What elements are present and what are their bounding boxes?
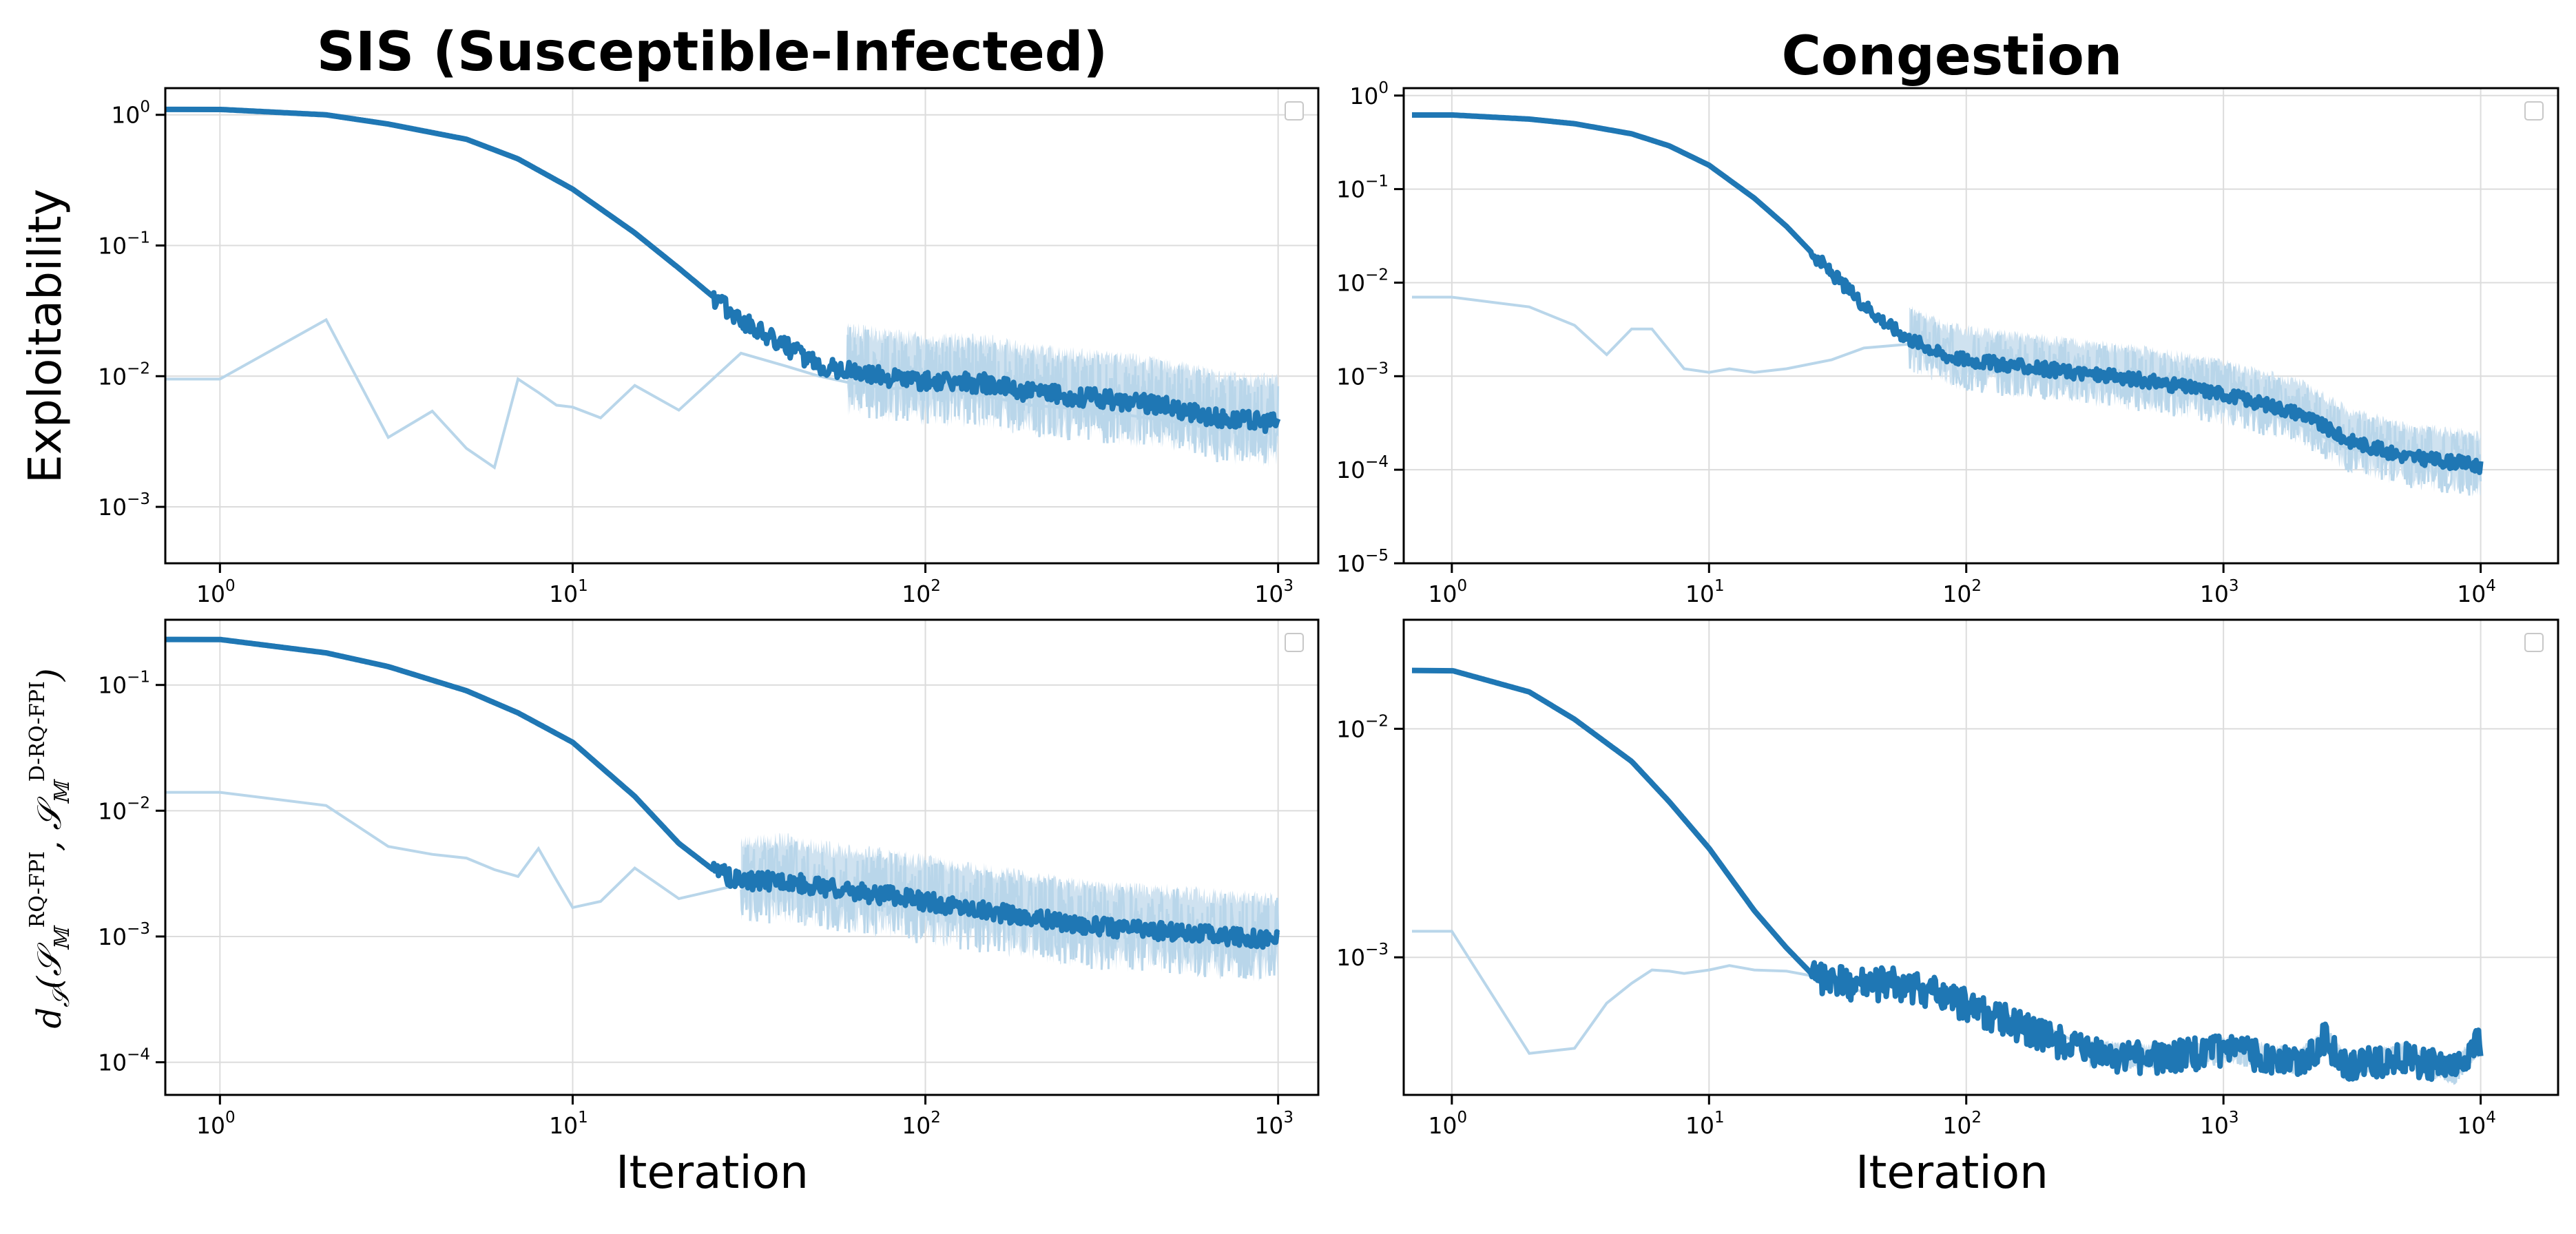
y-tick-label: 10−2 bbox=[98, 794, 150, 824]
x-tick-label: 101 bbox=[549, 577, 588, 607]
y-tick-label: 10−1 bbox=[98, 229, 150, 260]
axes-frame bbox=[1402, 618, 2559, 1096]
x-tick-label: 100 bbox=[1429, 577, 1468, 607]
x-tick-label: 102 bbox=[1942, 1109, 1982, 1139]
xlabel-congestion: Iteration bbox=[1856, 1146, 2048, 1199]
x-tick-label: 103 bbox=[2200, 1109, 2239, 1139]
legend-box bbox=[1285, 633, 1304, 652]
plot-area bbox=[1412, 112, 2484, 497]
y-tick-label: 10−2 bbox=[1336, 266, 1389, 296]
plot-area bbox=[165, 106, 1281, 470]
title-congestion: Congestion bbox=[1782, 25, 2123, 87]
legend-box bbox=[1285, 101, 1304, 121]
x-tick-label: 104 bbox=[2457, 577, 2496, 607]
axes-frame bbox=[1402, 87, 2559, 565]
x-tick-label: 101 bbox=[549, 1109, 588, 1139]
grid bbox=[165, 620, 1318, 1095]
y-tick-label: 10−4 bbox=[1336, 453, 1389, 483]
x-tick-label: 102 bbox=[902, 1109, 941, 1139]
x-tick-label: 103 bbox=[1254, 1109, 1294, 1139]
y-tick-label: 10−5 bbox=[1336, 547, 1389, 577]
plot-area bbox=[165, 636, 1280, 982]
series-smoothed bbox=[165, 106, 1281, 435]
svg-text:d𝒮(𝒮𝕄RQ-FPI, 𝒮𝕄D-RQ-FPI): d𝒮(𝒮𝕄RQ-FPI, 𝒮𝕄D-RQ-FPI) bbox=[25, 668, 75, 1028]
plot-area bbox=[1411, 667, 2484, 1085]
axes-frame bbox=[164, 87, 1320, 565]
y-tick-label: 10−2 bbox=[1336, 712, 1389, 742]
x-tick-label: 102 bbox=[1942, 577, 1982, 607]
series-raw bbox=[1412, 930, 2090, 1055]
y-tick-label: 10−4 bbox=[98, 1046, 150, 1076]
y-tick-label: 10−3 bbox=[1336, 941, 1389, 971]
x-tick-label: 100 bbox=[1429, 1109, 1468, 1139]
grid bbox=[1404, 620, 2558, 1095]
panel-congestion-distance: 100 101 102 103 104 10−3 10−2 bbox=[1336, 618, 2559, 1139]
legend-box bbox=[2524, 633, 2544, 652]
ylabel-distance: d𝒮(𝒮𝕄RQ-FPI, 𝒮𝕄D-RQ-FPI) bbox=[25, 668, 75, 1028]
y-tick-label: 10−3 bbox=[98, 920, 150, 950]
ylabel-distance-sup2: D-RQ-FPI bbox=[25, 681, 50, 782]
xlabel-sis: Iteration bbox=[616, 1146, 809, 1199]
x-tick-label: 103 bbox=[2200, 577, 2239, 607]
series-smoothed bbox=[1412, 112, 2484, 475]
x-tick-label: 101 bbox=[1685, 577, 1725, 607]
series-smoothed bbox=[1411, 667, 2484, 1083]
panel-congestion-exploitability: 100 101 102 103 104 10−5 10−4 10−3 10−2 10−1 100 bbox=[1336, 79, 2559, 607]
ylabel-distance-m2: 𝕄 bbox=[50, 778, 74, 804]
title-sis: SIS (Susceptible-Infected) bbox=[317, 21, 1108, 83]
y-tick-label: 10−2 bbox=[98, 359, 150, 390]
x-tick-label: 103 bbox=[1254, 577, 1294, 607]
legend-box bbox=[2524, 101, 2544, 121]
axes-frame bbox=[164, 618, 1320, 1096]
ylabel-distance-m1: 𝕄 bbox=[50, 925, 74, 951]
y-tick-label: 10−3 bbox=[98, 490, 150, 521]
ylabel-distance-sup1: RQ-FPI bbox=[25, 851, 50, 928]
y-tick-label: 10−3 bbox=[1336, 359, 1389, 390]
x-tick-label: 104 bbox=[2457, 1109, 2496, 1139]
y-tick-label: 10−1 bbox=[1336, 173, 1389, 203]
x-tick-label: 100 bbox=[196, 1109, 236, 1139]
y-tick-label: 100 bbox=[1349, 79, 1389, 109]
panel-sis-exploitability: 100 101 102 103 10−3 10−2 10−1 100 bbox=[98, 87, 1320, 607]
y-tick-label: 10−1 bbox=[98, 669, 150, 699]
x-tick-label: 100 bbox=[196, 577, 236, 607]
ylabel-distance-d: d bbox=[30, 1007, 69, 1029]
x-tick-label: 101 bbox=[1685, 1109, 1725, 1139]
panel-sis-distance: 100 101 102 103 10−4 10−3 10−2 10−1 bbox=[98, 618, 1320, 1139]
series-smoothed bbox=[165, 636, 1280, 950]
y-tick-label: 100 bbox=[111, 98, 150, 129]
ylabel-exploitability: Exploitability bbox=[19, 189, 72, 483]
x-tick-label: 102 bbox=[902, 577, 941, 607]
